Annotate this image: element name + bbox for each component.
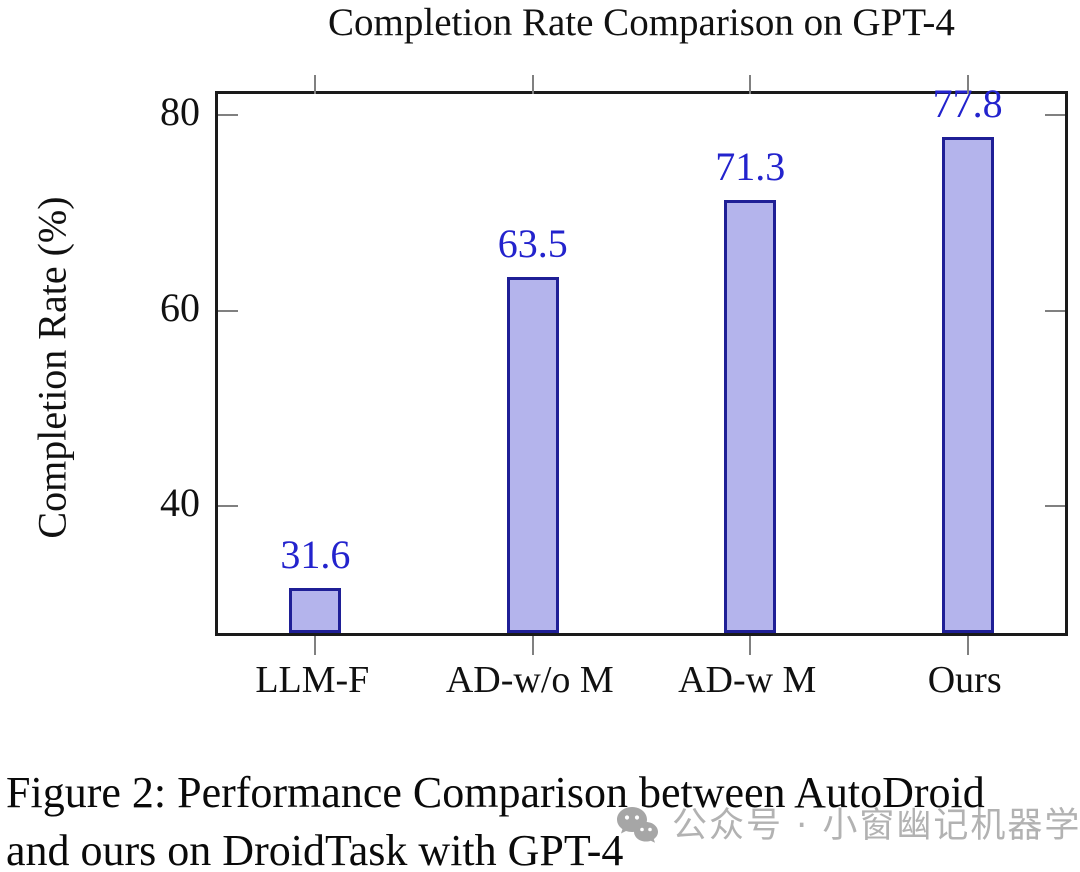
- y-tick-label-60: 60: [160, 284, 200, 330]
- bar-value-label: 31.6: [280, 532, 351, 578]
- x-tick-top: [314, 75, 317, 94]
- x-tick-bottom: [749, 636, 752, 655]
- plot-area: 31.6 63.5 71.3 77.8: [215, 75, 1068, 655]
- bar-value-label: 63.5: [497, 220, 568, 266]
- y-tick-right: [1045, 309, 1065, 312]
- y-tick-right: [1045, 114, 1065, 117]
- bar-Ours: [941, 136, 994, 633]
- x-tick-bottom: [531, 636, 534, 655]
- wechat-icon: [617, 807, 658, 843]
- bar-LLM-F: [289, 588, 342, 633]
- watermark-text: 公众号 · 小窗幽记机器学习: [672, 806, 1080, 846]
- figure-caption: Figure 2: Performance Comparison between…: [6, 764, 1080, 872]
- x-tick-top: [749, 75, 752, 94]
- x-tick-bottom: [966, 636, 969, 655]
- x-tick-bottom: [314, 636, 317, 655]
- y-tick-left: [218, 309, 238, 312]
- y-tick-left: [218, 505, 238, 508]
- y-tick-left: [218, 114, 238, 117]
- caption-line-2: and ours on DroidTask with GPT-4: [6, 826, 624, 872]
- x-tick-label-AD-w M: AD-w M: [678, 659, 817, 701]
- bar-AD-w M: [724, 200, 777, 633]
- chart-title: Completion Rate Comparison on GPT-4: [328, 1, 955, 44]
- bar-value-label: 71.3: [715, 144, 786, 190]
- caption-line-1: Figure 2: Performance Comparison between…: [6, 768, 985, 817]
- x-tick-label-AD-w/o M: AD-w/o M: [445, 659, 614, 701]
- y-axis-label: Completion Rate (%): [29, 196, 75, 539]
- y-tick-right: [1045, 505, 1065, 508]
- bar-AD-w/o M: [506, 276, 559, 633]
- x-tick-top: [966, 75, 969, 94]
- y-tick-label-40: 40: [160, 480, 200, 526]
- watermark: 公众号 · 小窗幽记机器学习: [612, 801, 1080, 851]
- y-tick-label-80: 80: [160, 89, 200, 135]
- x-tick-top: [531, 75, 534, 94]
- x-tick-label-LLM-F: LLM-F: [255, 659, 370, 701]
- x-tick-label-Ours: Ours: [927, 659, 1002, 701]
